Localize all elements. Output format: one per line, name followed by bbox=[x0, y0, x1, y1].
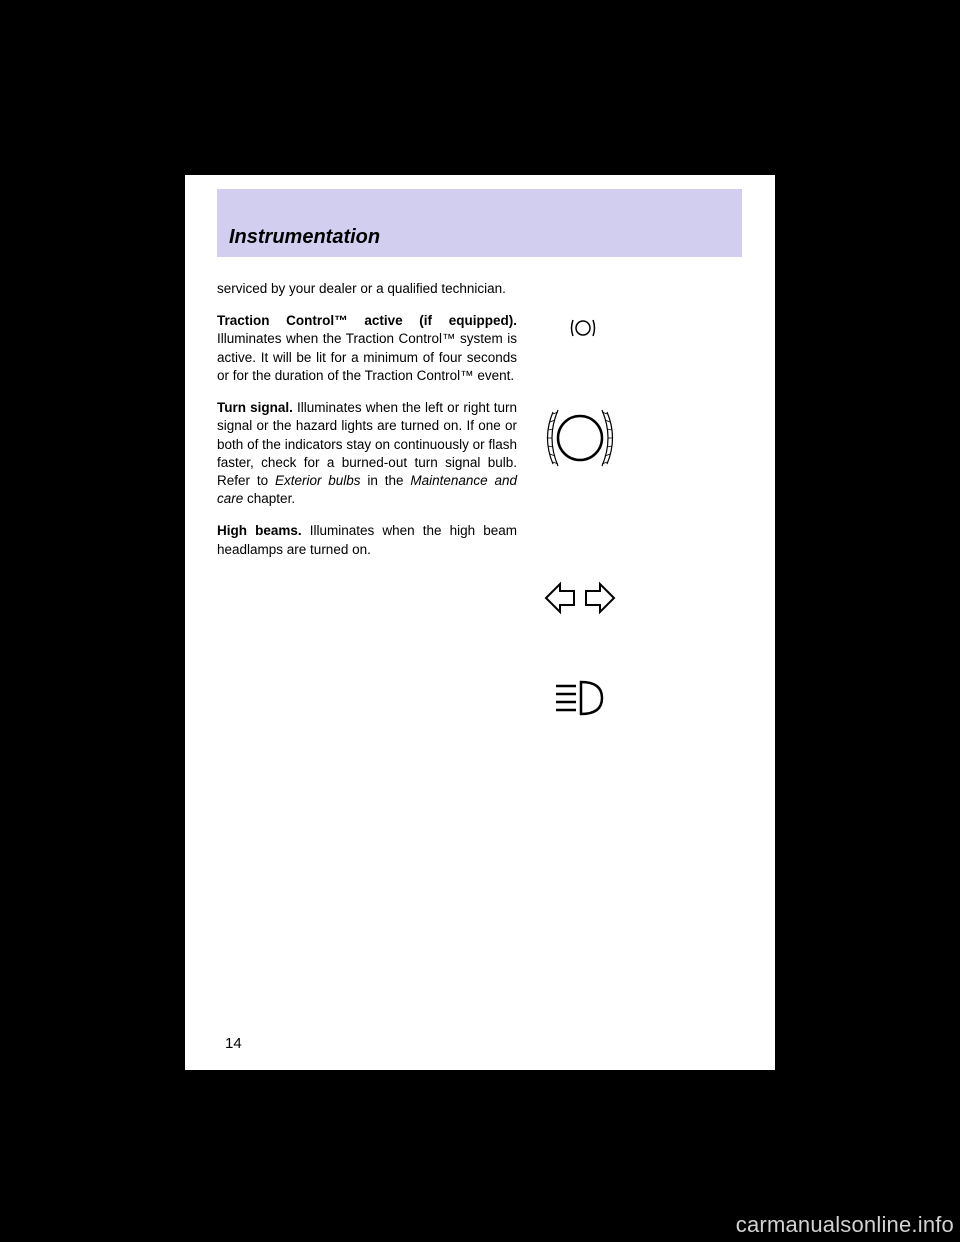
turn-signal-icon bbox=[535, 560, 625, 635]
manual-page: Instrumentation serviced by your dealer … bbox=[185, 175, 775, 1070]
traction-title: Traction Control™ active (if equipped). bbox=[217, 313, 517, 328]
turn-italic-1: Exterior bulbs bbox=[275, 473, 361, 488]
traction-control-icon bbox=[535, 400, 625, 475]
abs-paragraph: serviced by your dealer or a qualified t… bbox=[217, 280, 742, 298]
turn-paragraph: Turn signal. Illuminates when the left o… bbox=[217, 399, 742, 508]
traction-paragraph: Traction Control™ active (if equipped). … bbox=[217, 312, 742, 385]
header-title: Instrumentation bbox=[229, 226, 380, 249]
page-number: 14 bbox=[225, 1035, 242, 1052]
page-content: serviced by your dealer or a qualified t… bbox=[217, 280, 742, 573]
traction-body-start: Illuminates when the bbox=[217, 331, 342, 346]
beam-paragraph: High beams. Illuminates when the high be… bbox=[217, 522, 742, 558]
abs-text-line1: serviced by your dealer or a qualified bbox=[217, 281, 438, 296]
high-beam-icon bbox=[535, 660, 625, 735]
beam-title: High beams. bbox=[217, 523, 302, 538]
turn-body-end: in the bbox=[367, 473, 403, 488]
abs-icon bbox=[538, 290, 628, 365]
turn-title: Turn signal. bbox=[217, 400, 293, 415]
abs-text-line2: technician. bbox=[441, 281, 506, 296]
turn-body-final: chapter. bbox=[247, 491, 295, 506]
header-bar: Instrumentation bbox=[217, 189, 742, 257]
watermark: carmanualsonline.info bbox=[736, 1212, 954, 1238]
